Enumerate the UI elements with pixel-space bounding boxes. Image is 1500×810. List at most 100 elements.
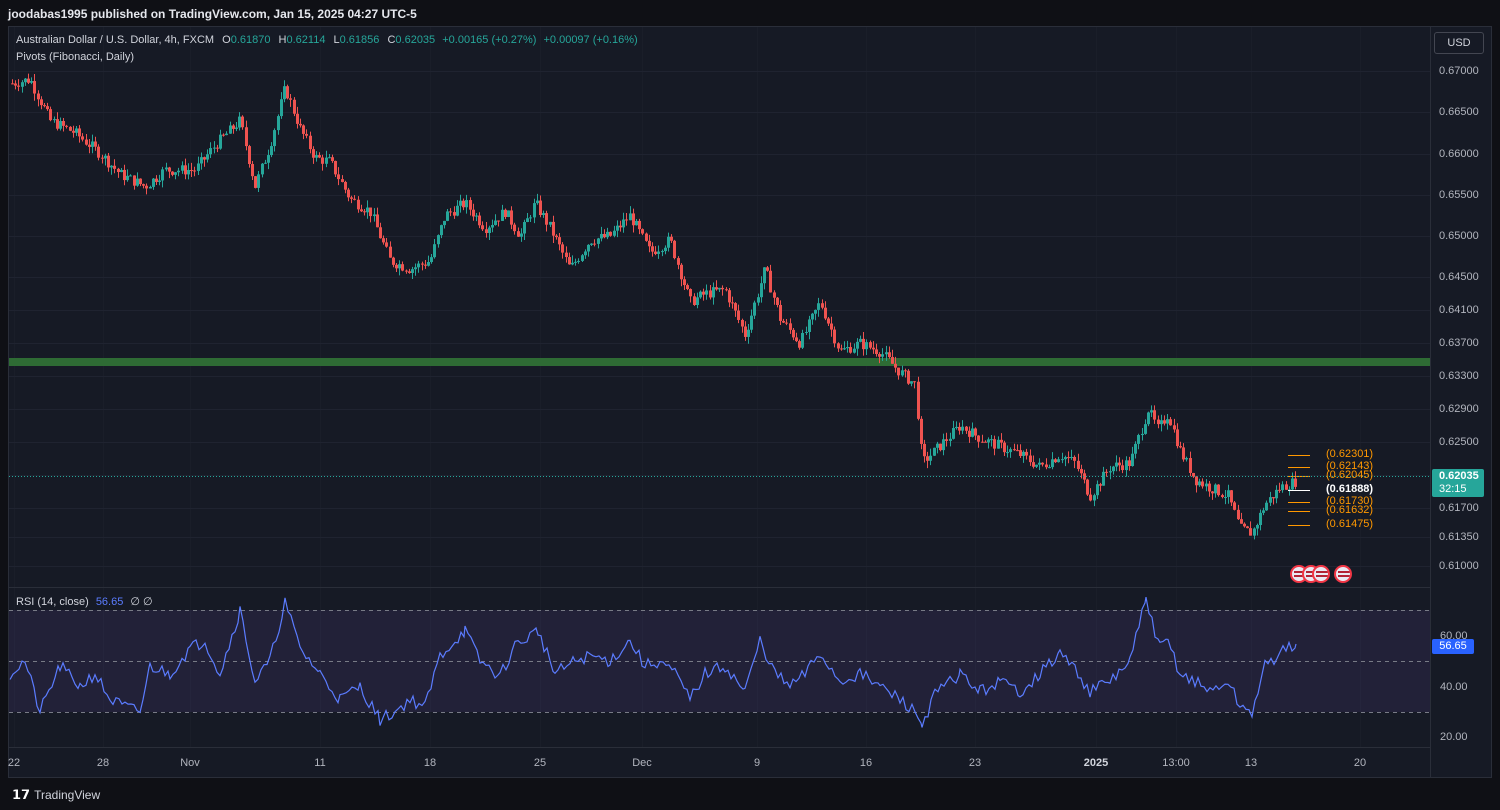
candle-body (1029, 455, 1032, 463)
pivot-label: (0.62143) (1326, 460, 1374, 472)
candle-body (433, 244, 436, 258)
candle-body (1016, 450, 1019, 452)
candle-body (181, 165, 184, 171)
candle-body (805, 331, 808, 333)
pivot-label: (0.61632) (1326, 504, 1374, 516)
candle-body (1115, 462, 1118, 467)
high-value: 0.62114 (286, 34, 326, 46)
candle-body (1281, 484, 1284, 491)
candle-body (1249, 528, 1252, 536)
candle-body (523, 222, 526, 234)
rsi-axis-label: 40.00 (1440, 681, 1468, 693)
publisher-text: joodabas1995 published on TradingView.co… (8, 7, 417, 21)
candle-body (1179, 446, 1182, 448)
candle-body (107, 155, 110, 168)
candle-body (843, 348, 846, 350)
candle-body (1253, 528, 1256, 536)
candle-body (104, 155, 107, 159)
candle-body (389, 246, 392, 258)
candle-body (219, 134, 222, 149)
candle-body (683, 279, 686, 286)
candle-body (158, 180, 161, 182)
candle-body (398, 264, 401, 269)
candle-body (645, 233, 648, 241)
tradingview-logo-icon: 𝟭𝟳 (12, 787, 31, 802)
candle-body (1198, 481, 1201, 486)
indicator-legend[interactable]: Pivots (Fibonacci, Daily) (16, 51, 134, 63)
candle-body (933, 447, 936, 456)
candle-body (712, 287, 715, 298)
candle-body (1211, 491, 1214, 494)
candle-body (235, 127, 238, 129)
candle-body (808, 319, 811, 332)
candle-body (312, 149, 315, 158)
candle-body (949, 438, 952, 441)
candle-body (120, 169, 123, 173)
candle-body (622, 219, 625, 228)
candle-body (792, 329, 795, 338)
candle-body (257, 174, 260, 188)
candle-body (149, 186, 152, 189)
candle-body (1208, 483, 1211, 492)
candle-body (581, 255, 584, 261)
candle-body (472, 209, 475, 217)
candle-body (699, 291, 702, 298)
chart-frame[interactable] (8, 26, 1492, 778)
candle-body (273, 130, 276, 147)
price-axis-label: 0.66000 (1439, 147, 1479, 160)
candle-body (331, 157, 334, 161)
candle-body (216, 147, 219, 149)
candle-body (664, 247, 667, 252)
candle-body (1182, 447, 1185, 460)
candle-body (193, 170, 196, 172)
symbol-name[interactable]: Australian Dollar / U.S. Dollar, 4h, FXC… (16, 34, 215, 46)
event-flag-icon[interactable] (1312, 565, 1330, 583)
rsi-legend[interactable]: RSI (14, close) 56.65 ∅ ∅ (16, 596, 153, 608)
candle-body (827, 318, 830, 324)
footer (0, 780, 1500, 810)
candle-body (123, 169, 126, 181)
candle-body (693, 296, 696, 306)
candle-body (414, 267, 417, 270)
candle-body (110, 165, 113, 168)
candle-body (1192, 472, 1195, 477)
event-flag-icon[interactable] (1334, 565, 1352, 583)
candle-body (437, 235, 440, 245)
candle-body (1093, 495, 1096, 501)
candle-body (1150, 410, 1153, 413)
currency-button[interactable]: USD (1434, 32, 1484, 54)
candle-body (561, 244, 564, 253)
candle-body (171, 171, 174, 175)
price-axis-label: 0.63300 (1439, 370, 1479, 383)
tradingview-brand[interactable]: 𝟭𝟳 TradingView (12, 787, 101, 802)
candle-body (993, 439, 996, 449)
candle-body (174, 172, 177, 175)
low-value: 0.61856 (339, 34, 380, 46)
candle-body (62, 121, 65, 126)
candle-body (325, 157, 328, 164)
time-axis-label: 20 (1353, 757, 1367, 769)
candle-body (888, 352, 891, 358)
candle-body (577, 260, 580, 262)
candle-body (197, 163, 200, 171)
candle-body (1003, 442, 1006, 453)
candle-body (376, 214, 379, 228)
candle-body (1265, 502, 1268, 511)
candle-body (203, 157, 206, 160)
candle-body (430, 257, 433, 263)
candle-body (494, 220, 497, 225)
candle-body (798, 341, 801, 348)
candle-body (213, 147, 216, 149)
candle-body (241, 116, 244, 128)
candle-body (814, 309, 817, 314)
candle-body (1262, 510, 1265, 513)
candle-body (510, 210, 513, 225)
candle-body (283, 86, 286, 100)
candle-body (1006, 452, 1009, 454)
time-axis-label: 9 (753, 757, 761, 769)
candle-body (872, 347, 875, 350)
candle-body (734, 303, 737, 311)
candle-body (782, 320, 785, 323)
support-zone (9, 358, 1430, 366)
